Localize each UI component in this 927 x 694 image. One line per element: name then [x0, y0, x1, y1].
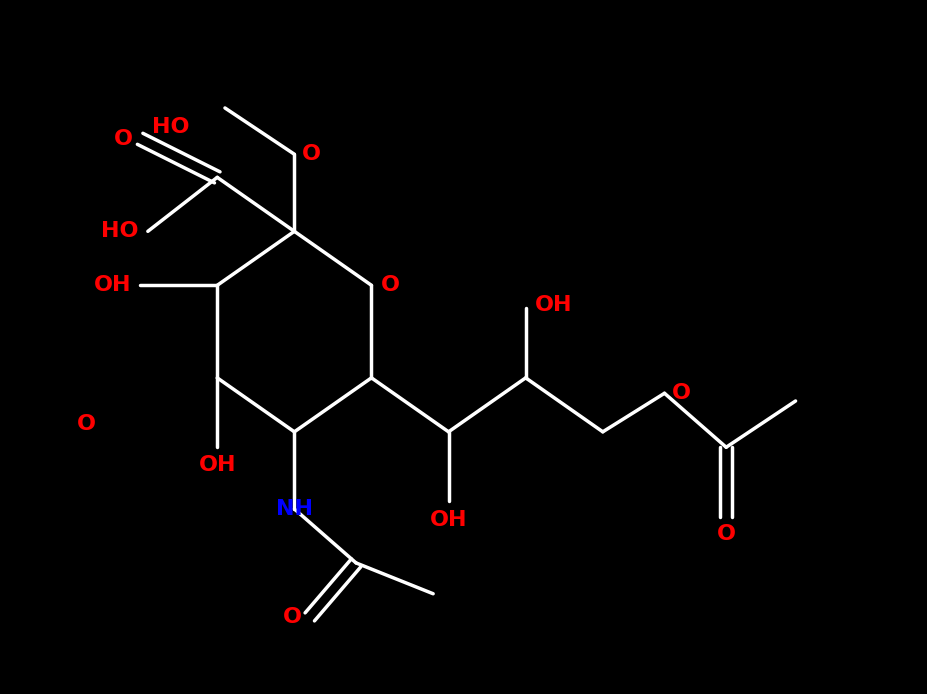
Text: OH: OH — [198, 455, 235, 475]
Text: OH: OH — [429, 511, 467, 530]
Text: O: O — [77, 414, 95, 434]
Text: HO: HO — [152, 117, 189, 137]
Text: O: O — [716, 525, 735, 544]
Text: OH: OH — [94, 276, 131, 296]
Text: HO: HO — [101, 221, 138, 242]
Text: OH: OH — [534, 294, 572, 314]
Text: O: O — [671, 383, 691, 403]
Text: O: O — [113, 129, 133, 149]
Text: NH: NH — [275, 499, 312, 519]
Text: O: O — [302, 144, 321, 164]
Text: O: O — [283, 607, 302, 627]
Text: O: O — [380, 276, 400, 296]
